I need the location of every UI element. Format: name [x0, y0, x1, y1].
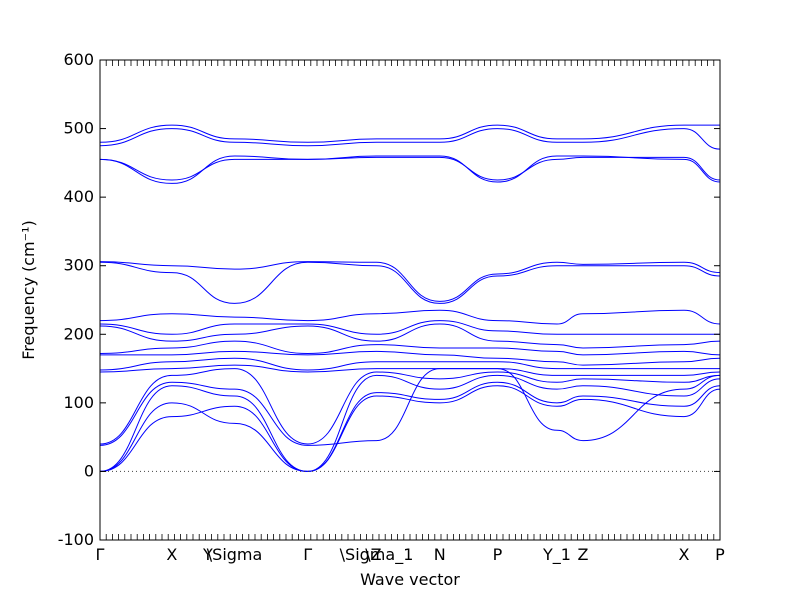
x-tick-label: \Sigma_1: [340, 545, 414, 565]
band-16: [99, 155, 721, 184]
plot-frame: [99, 59, 721, 541]
band-14: [99, 261, 721, 302]
x-tick-label: Γ: [303, 545, 312, 564]
band-18: [99, 124, 720, 143]
y-tick-label: 300: [63, 256, 94, 275]
band-7: [99, 357, 720, 371]
y-tick-label: 600: [63, 50, 94, 69]
band-4: [99, 368, 721, 446]
x-tick-label: N: [434, 545, 446, 564]
band-9: [99, 340, 721, 356]
y-tick-label: 400: [63, 187, 94, 206]
x-tick-label: Z: [577, 545, 588, 564]
x-tick-label: X: [166, 545, 177, 564]
y-tick-label: -100: [58, 530, 94, 549]
y-tick-label: 100: [63, 393, 94, 412]
plot-area: [99, 124, 721, 472]
band-12: [99, 309, 721, 325]
y-tick-label: 500: [63, 119, 94, 138]
band-11: [99, 320, 720, 335]
x-ticks: Γ X Y\Sigma Γ \Z\Sigma_1 N P Y_1 Z X P: [96, 60, 725, 565]
band-2: [99, 381, 721, 472]
x-tick-label: Γ: [96, 545, 105, 564]
x-axis-label: Wave vector: [360, 570, 460, 589]
x-tick-label: \Sigma: [207, 545, 263, 564]
x-tick-label: P: [715, 545, 725, 564]
x-tick-label: Y: [202, 545, 213, 564]
band-10: [99, 323, 721, 349]
band-17: [99, 128, 721, 150]
band-3: [99, 374, 721, 472]
x-tick-label: \Z: [365, 545, 381, 564]
y-tick-label: 0: [84, 461, 94, 480]
band-8: [99, 350, 721, 366]
x-tick-label: P: [493, 545, 503, 564]
series-group: [99, 124, 721, 472]
band-13: [99, 261, 721, 304]
y-axis-label: Frequency (cm⁻¹): [19, 220, 38, 359]
y-ticks: -100 0 100 200 300 400 500 600: [58, 50, 720, 549]
x-tick-label: X: [679, 545, 690, 564]
band-5: [99, 368, 721, 445]
band-6: [99, 364, 721, 376]
x-tick-label: Y_1: [542, 545, 571, 565]
band-1: [99, 385, 721, 472]
y-tick-label: 200: [63, 324, 94, 343]
